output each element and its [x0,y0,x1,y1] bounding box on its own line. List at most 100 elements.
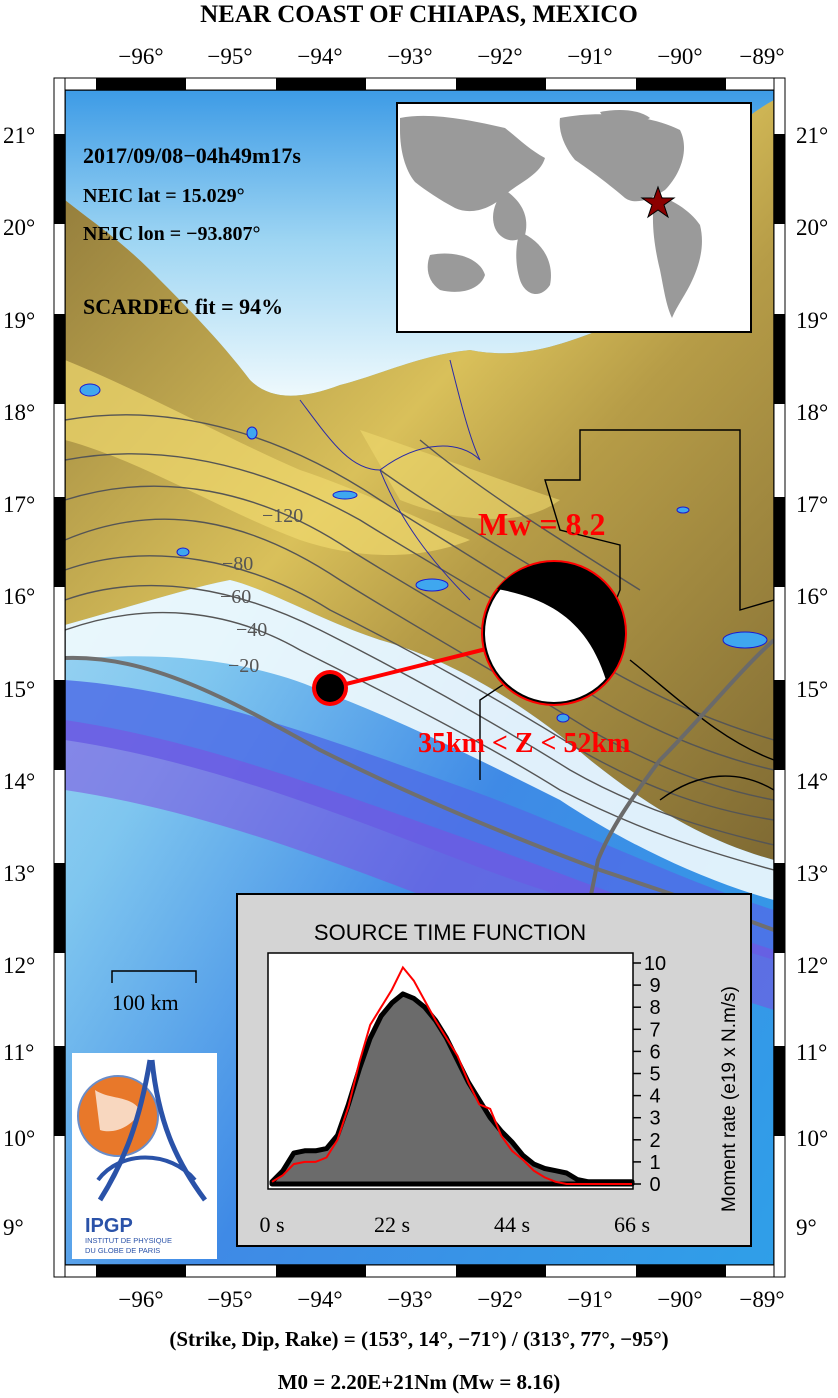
lat-label-right: 16° [796,584,828,609]
map-border-ticks [53,77,786,1278]
lat-label-left: 9° [3,1215,24,1240]
depth-label: 35km < Z < 52km [418,728,630,759]
neic-lon: NEIC lon = −93.807° [83,223,260,245]
scale-bar: 100 km [111,970,197,1015]
stf-y-tick-label: 6 [649,1041,660,1063]
lon-label: −91° [567,1287,612,1312]
stf-line [271,965,632,1185]
lat-label-left: 20° [3,215,35,240]
lat-label-right: 13° [796,861,828,886]
contour-label: −60 [220,586,251,608]
lat-label-left: 14° [3,769,35,794]
stf-x-tick-label: 0 s [259,1212,284,1237]
lon-label: −93° [387,1287,432,1312]
beachball-connector [329,646,491,690]
lon-label: −91° [567,44,612,69]
lon-label: −89° [739,44,784,69]
lat-label-right: 19° [796,308,828,333]
lat-label-right: 20° [796,215,828,240]
stf-y-tick-label: 7 [649,1019,660,1041]
stf-y-tick-label: 9 [649,975,660,997]
lon-label: −96° [118,1287,163,1312]
focal-mechanism-beachball [481,560,627,706]
stf-ylabel: Moment rate (e19 x N.m/s) [719,986,740,1212]
lon-label: −95° [207,44,252,69]
event-datetime: 2017/09/08−04h49m17s [83,143,301,168]
contour-label: −40 [236,619,267,641]
lat-label-left: 21° [3,123,35,148]
lat-label-left: 19° [3,308,35,333]
contour-label: −20 [228,655,259,677]
contour-labels: −20 −40 −60 −80 −120 [220,505,303,677]
contour-label: −120 [262,505,303,527]
stf-plot [269,965,635,1187]
stf-y-tick-label: 5 [649,1064,660,1086]
lon-label: −95° [207,1287,252,1312]
scardec-fit: SCARDEC fit = 94% [83,294,283,319]
world-inset-map [396,102,752,333]
lon-label: −89° [739,1287,784,1312]
stf-y-tick-label: 8 [649,997,660,1019]
lat-label-left: 17° [3,492,35,517]
lat-label-right: 18° [796,400,828,425]
lon-label: −92° [477,44,522,69]
stf-y-tick-label: 10 [644,953,666,975]
lat-label-right: 14° [796,769,828,794]
ipgp-logo: IPGP INSTITUT DE PHYSIQUE DU GLOBE DE PA… [72,1053,217,1259]
lat-label-right: 11° [796,1040,827,1065]
moment-caption: M0 = 2.20E+21Nm (Mw = 8.16) [278,1370,561,1394]
lon-label: −96° [118,44,163,69]
lat-labels: 21° 20° 19° 18° 17° 16° 15° 14° 13° 12° … [3,123,828,1240]
stf-x-ticks: 0 s 22 s 44 s 66 s [259,1212,650,1237]
lon-label: −90° [657,1287,702,1312]
mechanism-caption: (Strike, Dip, Rake) = (153°, 14°, −71°) … [169,1327,668,1351]
logo-name: IPGP [85,1215,133,1237]
stf-x-tick-label: 22 s [374,1212,410,1237]
lakes [79,383,768,723]
lon-label: −94° [297,44,342,69]
magnitude-label: Mw = 8.2 [478,506,606,542]
epicenter-marker [312,670,348,706]
lat-label-right: 10° [796,1126,828,1151]
lat-label-right: 9° [796,1215,817,1240]
scale-bar-label: 100 km [112,990,179,1015]
lon-label: −92° [477,1287,522,1312]
bottom-lon-labels: −96° −95° −94° −93° −92° −91° −90° −89° [118,1287,784,1312]
stf-area [269,991,635,1187]
map-title: NEAR COAST OF CHIAPAS, MEXICO [200,1,638,28]
stf-y-tick-label: 2 [649,1130,660,1152]
top-lon-labels: −96° −95° −94° −93° −92° −91° −90° −89° [118,44,784,69]
epicenter-star-icon [640,185,676,219]
lat-label-left: 12° [3,953,35,978]
logo-line1: INSTITUT DE PHYSIQUE [85,1236,172,1245]
lat-label-right: 21° [796,123,828,148]
neic-lat: NEIC lat = 15.029° [83,185,245,207]
stf-inset: SOURCE TIME FUNCTION 0 s 22 s 44 s 66 s 012… [236,893,752,1247]
stf-x-tick-label: 66 s [614,1212,650,1237]
lat-label-left: 10° [3,1126,35,1151]
lat-label-right: 15° [796,677,828,702]
lat-label-left: 15° [3,677,35,702]
lat-label-right: 17° [796,492,828,517]
lat-label-left: 13° [3,861,35,886]
stf-y-tick-label: 4 [649,1086,660,1108]
lon-label: −90° [657,44,702,69]
lat-label-left: 11° [3,1040,34,1065]
stf-title: SOURCE TIME FUNCTION [314,920,586,945]
lat-label-right: 12° [796,953,828,978]
plate-boundary [588,638,774,901]
lat-label-left: 18° [3,400,35,425]
lat-label-left: 16° [3,584,35,609]
lon-label: −93° [387,44,432,69]
stf-y-tick-label: 1 [649,1152,660,1174]
logo-line2: DU GLOBE DE PARIS [85,1246,160,1255]
stf-y-tick-label: 3 [649,1108,660,1130]
stf-y-tick-label: 0 [649,1174,660,1196]
event-info: 2017/09/08−04h49m17s NEIC lat = 15.029° … [83,143,301,319]
contour-label: −80 [222,553,253,575]
state-borders [299,359,481,601]
lon-label: −94° [297,1287,342,1312]
stf-x-tick-label: 44 s [494,1212,530,1237]
